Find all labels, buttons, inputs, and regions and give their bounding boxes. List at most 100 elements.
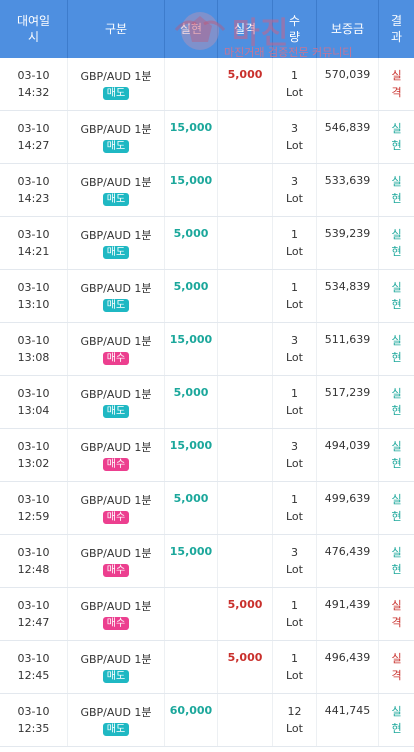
deposit-cell: 534,839 — [317, 270, 379, 322]
loss-cell: 5,000 — [218, 641, 273, 693]
qty-value: 1 — [291, 493, 298, 506]
side-badge: 매도 — [102, 140, 130, 153]
deposit-cell: 570,039 — [317, 58, 379, 110]
qty-value: 1 — [291, 652, 298, 665]
qty-cell: 1 Lot — [273, 58, 317, 110]
product-text: GBP/AUD 1분 — [80, 282, 152, 295]
time-text: 14:23 — [17, 192, 50, 205]
result-cell: 실 현 — [379, 217, 414, 269]
date-text: 03-10 — [17, 122, 50, 135]
header-product-label: 구분 — [104, 22, 128, 36]
qty-value: 1 — [291, 599, 298, 612]
table-row[interactable]: 03-10 12:35 GBP/AUD 1분 매도 60,000 12 Lot … — [0, 694, 414, 747]
side-badge: 매수 — [102, 458, 130, 471]
deposit-cell: 546,839 — [317, 111, 379, 163]
table-row[interactable]: 03-10 12:45 GBP/AUD 1분 매도 5,000 1 Lot 49… — [0, 641, 414, 694]
qty-unit: Lot — [286, 86, 303, 99]
header-qty-label: 수량 — [288, 14, 301, 44]
result-cell: 실 현 — [379, 482, 414, 534]
deposit-cell: 496,439 — [317, 641, 379, 693]
side-badge: 매수 — [102, 352, 130, 365]
qty-value: 3 — [291, 122, 298, 135]
product-text: GBP/AUD 1분 — [80, 70, 152, 83]
profit-cell: 60,000 — [165, 694, 218, 746]
loss-cell — [218, 694, 273, 746]
table-row[interactable]: 03-10 14:27 GBP/AUD 1분 매도 15,000 3 Lot 5… — [0, 111, 414, 164]
profit-value: 15,000 — [169, 121, 213, 134]
qty-cell: 12 Lot — [273, 694, 317, 746]
table-row[interactable]: 03-10 13:02 GBP/AUD 1분 매수 15,000 3 Lot 4… — [0, 429, 414, 482]
time-text: 12:48 — [17, 563, 50, 576]
result-text-2: 격 — [391, 669, 402, 682]
qty-unit: Lot — [286, 722, 303, 735]
product-text: GBP/AUD 1분 — [80, 123, 152, 136]
qty-cell: 1 Lot — [273, 217, 317, 269]
date-text: 03-10 — [17, 175, 50, 188]
table-row[interactable]: 03-10 12:47 GBP/AUD 1분 매수 5,000 1 Lot 49… — [0, 588, 414, 641]
table-row[interactable]: 03-10 12:59 GBP/AUD 1분 매수 5,000 1 Lot 49… — [0, 482, 414, 535]
loss-cell — [218, 535, 273, 587]
loss-cell — [218, 270, 273, 322]
side-badge: 매도 — [102, 246, 130, 259]
table-row[interactable]: 03-10 14:21 GBP/AUD 1분 매도 5,000 1 Lot 53… — [0, 217, 414, 270]
deposit-cell: 517,239 — [317, 376, 379, 428]
table-row[interactable]: 03-10 13:08 GBP/AUD 1분 매수 15,000 3 Lot 5… — [0, 323, 414, 376]
product-cell: GBP/AUD 1분 매수 — [68, 323, 165, 375]
qty-value: 3 — [291, 175, 298, 188]
qty-value: 1 — [291, 387, 298, 400]
date-cell: 03-10 14:21 — [0, 217, 68, 269]
profit-value: 60,000 — [169, 704, 213, 717]
result-text-1: 실 — [391, 599, 402, 612]
result-cell: 실 현 — [379, 376, 414, 428]
date-cell: 03-10 13:10 — [0, 270, 68, 322]
result-text-2: 현 — [391, 510, 402, 523]
qty-cell: 3 Lot — [273, 164, 317, 216]
deposit-value: 539,239 — [324, 227, 371, 240]
table-row[interactable]: 03-10 14:32 GBP/AUD 1분 매도 5,000 1 Lot 57… — [0, 58, 414, 111]
table-row[interactable]: 03-10 13:10 GBP/AUD 1분 매도 5,000 1 Lot 53… — [0, 270, 414, 323]
loss-cell — [218, 217, 273, 269]
qty-value: 1 — [291, 69, 298, 82]
profit-value: 15,000 — [169, 439, 213, 452]
profit-value: 15,000 — [169, 545, 213, 558]
result-text-1: 실 — [391, 69, 402, 82]
side-badge: 매도 — [102, 670, 130, 683]
header-result-label: 결과 — [390, 14, 403, 44]
loss-cell — [218, 111, 273, 163]
deposit-value: 441,745 — [324, 704, 371, 717]
product-cell: GBP/AUD 1분 매수 — [68, 482, 165, 534]
table-row[interactable]: 03-10 13:04 GBP/AUD 1분 매도 5,000 1 Lot 51… — [0, 376, 414, 429]
qty-cell: 3 Lot — [273, 535, 317, 587]
loss-cell — [218, 429, 273, 481]
qty-cell: 1 Lot — [273, 270, 317, 322]
table-row[interactable]: 03-10 12:48 GBP/AUD 1분 매수 15,000 3 Lot 4… — [0, 535, 414, 588]
side-badge: 매도 — [102, 723, 130, 736]
profit-cell: 15,000 — [165, 111, 218, 163]
table-row[interactable]: 03-10 14:23 GBP/AUD 1분 매도 15,000 3 Lot 5… — [0, 164, 414, 217]
deposit-cell: 539,239 — [317, 217, 379, 269]
date-cell: 03-10 14:27 — [0, 111, 68, 163]
date-cell: 03-10 13:04 — [0, 376, 68, 428]
qty-cell: 3 Lot — [273, 111, 317, 163]
deposit-cell: 494,039 — [317, 429, 379, 481]
deposit-value: 491,439 — [324, 598, 371, 611]
time-text: 12:35 — [17, 722, 50, 735]
header-loss: 실격 — [218, 0, 273, 58]
profit-value: 15,000 — [169, 333, 213, 346]
qty-unit: Lot — [286, 669, 303, 682]
date-cell: 03-10 12:47 — [0, 588, 68, 640]
time-text: 12:59 — [17, 510, 50, 523]
qty-unit: Lot — [286, 245, 303, 258]
product-text: GBP/AUD 1분 — [80, 176, 152, 189]
result-text-2: 현 — [391, 245, 402, 258]
deposit-cell: 476,439 — [317, 535, 379, 587]
product-cell: GBP/AUD 1분 매도 — [68, 111, 165, 163]
product-cell: GBP/AUD 1분 매수 — [68, 588, 165, 640]
qty-unit: Lot — [286, 192, 303, 205]
qty-cell: 3 Lot — [273, 323, 317, 375]
date-text: 03-10 — [17, 705, 50, 718]
result-text-1: 실 — [391, 281, 402, 294]
time-text: 13:02 — [17, 457, 50, 470]
date-text: 03-10 — [17, 546, 50, 559]
product-text: GBP/AUD 1분 — [80, 547, 152, 560]
